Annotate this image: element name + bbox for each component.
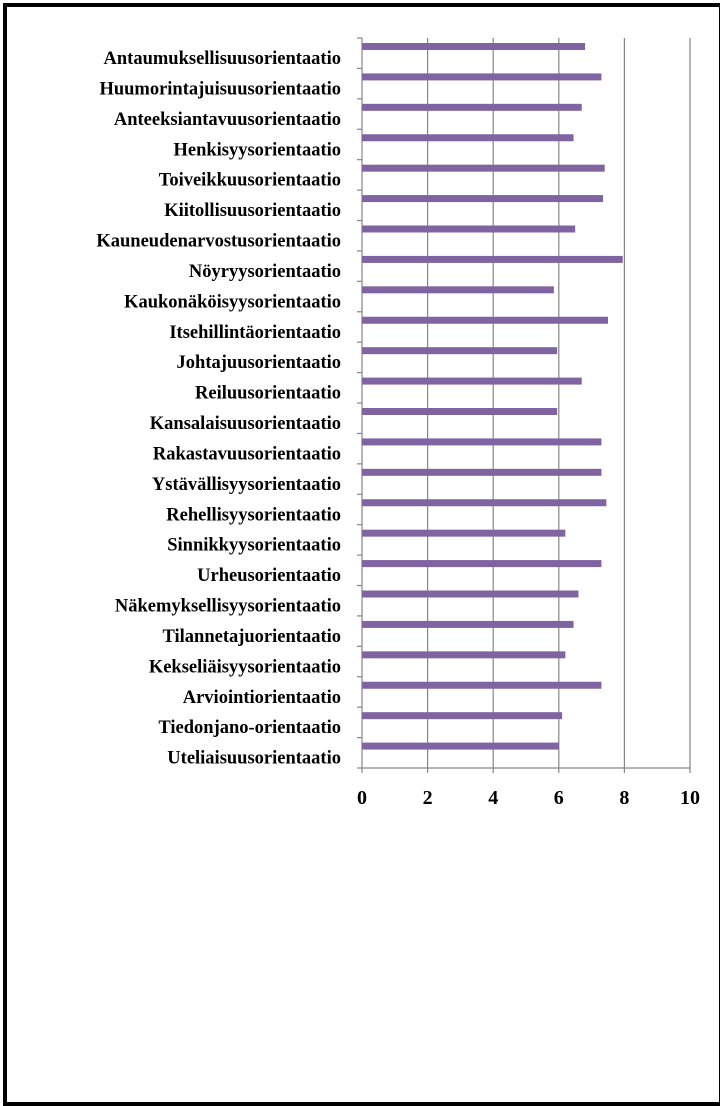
x-tick-label: 8: [619, 787, 629, 809]
category-label: Näkemyksellisyysorientaatio: [115, 597, 341, 617]
bar: [362, 195, 604, 203]
category-label: Tiedonjano-orientaatio: [158, 718, 341, 738]
bar: [362, 255, 623, 263]
category-label: Ystävällisyysorientaatio: [152, 475, 341, 495]
category-label: Rakastavuusorientaatio: [153, 444, 341, 464]
x-tick-label: 2: [423, 787, 433, 809]
category-label: Antaumuksellisuusorientaatio: [104, 49, 341, 69]
bar: [362, 347, 558, 355]
bar: [362, 681, 602, 689]
category-label: Reiluusorientaatio: [195, 384, 341, 404]
bar: [362, 712, 563, 720]
category-label: Henkisyysorientaatio: [173, 140, 341, 160]
bar: [362, 377, 582, 385]
category-label: Huumorintajuisuusorientaatio: [99, 79, 341, 99]
bar: [362, 73, 602, 81]
bar: [362, 651, 566, 659]
category-label: Johtajuusorientaatio: [177, 353, 341, 373]
category-label: Kauneudenarvostusorientaatio: [96, 232, 341, 252]
bar: [362, 225, 576, 233]
bar: [362, 468, 602, 476]
bar: [362, 164, 605, 172]
category-label: Kaukonäköisyysorientaatio: [124, 292, 341, 312]
bar: [362, 408, 558, 415]
bar: [362, 438, 602, 446]
x-tick-label: 6: [554, 787, 564, 809]
category-label: Kekseliäisyysorientaatio: [149, 657, 341, 677]
category-label: Anteeksiantavuusorientaatio: [114, 110, 341, 130]
bar: [362, 560, 602, 568]
x-tick-label: 10: [680, 787, 700, 809]
category-label: Arviointiorientaatio: [183, 688, 341, 708]
category-label: Itsehillintäorientaatio: [169, 323, 341, 343]
category-label: Nöyryysorientaatio: [189, 262, 341, 282]
bar: [362, 316, 608, 324]
bar: [362, 620, 574, 628]
bar: [362, 499, 607, 507]
bar: [362, 742, 559, 750]
category-label: Tilannetajuorientaatio: [163, 627, 342, 647]
bar: [362, 590, 579, 598]
category-label: Kansalaisuusorientaatio: [150, 414, 341, 434]
bar: [362, 529, 566, 537]
bar: [362, 43, 586, 50]
bar: [362, 286, 554, 294]
category-label: Toiveikkuusorientaatio: [159, 171, 341, 191]
category-label: Uteliaisuusorientaatio: [167, 749, 341, 769]
category-label: Sinnikkyysorientaatio: [167, 536, 341, 556]
bar: [362, 103, 582, 111]
x-tick-label: 0: [357, 787, 367, 809]
x-tick-label: 4: [488, 787, 498, 809]
category-label: Urheusorientaatio: [197, 566, 341, 586]
category-label: Kiitollisuusorientaatio: [164, 201, 341, 221]
bar: [362, 134, 574, 142]
category-label: Rehellisyysorientaatio: [166, 505, 341, 525]
